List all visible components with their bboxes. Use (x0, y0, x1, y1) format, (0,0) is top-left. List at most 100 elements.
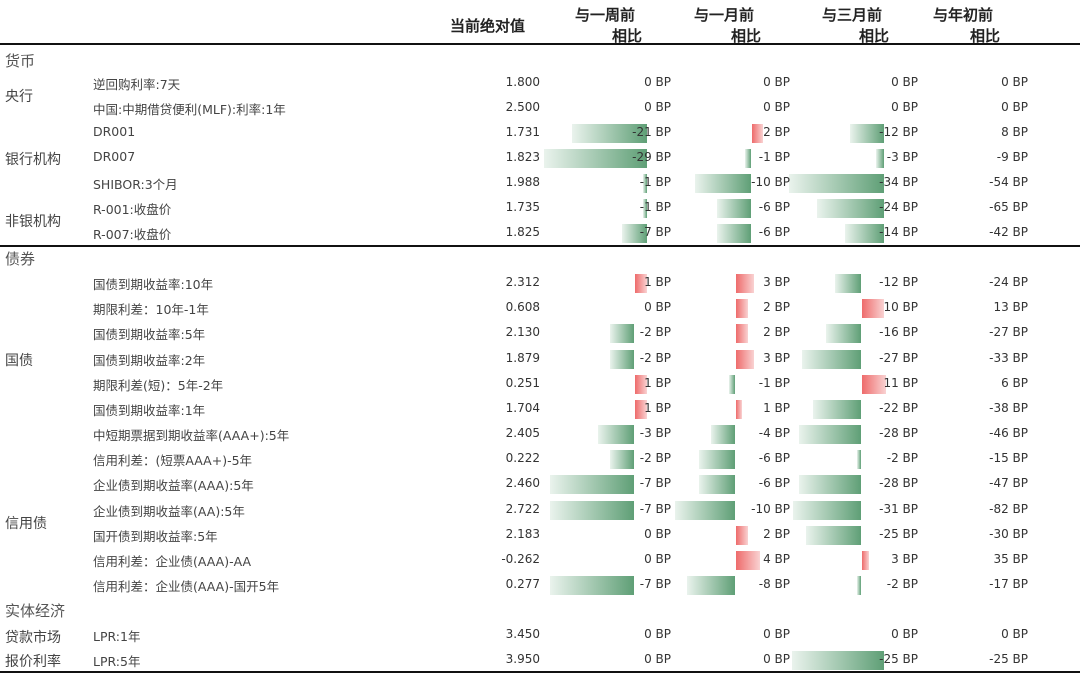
current-value: 2.722 (505, 501, 540, 516)
change-three-month: -34 BP (879, 175, 918, 189)
change-bar-month (687, 576, 735, 596)
row-label: SHIBOR:3个月 (93, 177, 178, 192)
change-month: 2 BP (763, 300, 790, 315)
change-week: 1 BP (644, 400, 671, 415)
change-month: 3 BP (763, 275, 790, 289)
change-month: 0 BP (763, 100, 790, 114)
row-label: 期限利差(短)：5年-2年 (93, 377, 224, 393)
change-bar-month (675, 500, 735, 520)
table-row (0, 648, 1080, 673)
change-week: -2 BP (639, 325, 671, 340)
change-month: -6 BP (758, 200, 790, 214)
current-value: 2.130 (505, 325, 540, 340)
group-label: 银行机构 (5, 152, 61, 168)
change-week: -7 BP (639, 476, 671, 491)
change-ytd: 8 BP (1001, 125, 1028, 139)
current-value: 2.405 (505, 426, 540, 441)
change-month: -4 BP (758, 426, 790, 441)
change-bar-three-month (788, 174, 884, 193)
change-week: 0 BP (644, 100, 671, 114)
change-bar-three-month (812, 399, 861, 419)
header-three-month-line2: 相比 (859, 27, 890, 45)
change-ytd: -82 BP (989, 501, 1028, 516)
change-ytd: -47 BP (989, 476, 1028, 491)
change-three-month: -31 BP (879, 501, 918, 516)
change-week: -7 BP (639, 225, 671, 239)
group-label: 非银机构 (5, 214, 61, 230)
change-bar-three-month (825, 324, 861, 344)
change-bar-month (717, 199, 751, 218)
change-month: -1 BP (758, 150, 790, 164)
current-value: 1.823 (505, 150, 540, 164)
change-three-month: -22 BP (879, 400, 918, 415)
change-bar-week (550, 475, 634, 495)
current-value: 1.800 (505, 75, 540, 89)
change-bar-three-month (844, 224, 884, 243)
change-bar-month (736, 324, 748, 344)
change-month: 0 BP (763, 652, 790, 666)
change-week: -2 BP (639, 350, 671, 365)
header-ytd-line1: 与年初前 (933, 6, 994, 24)
header-month-line2: 相比 (731, 27, 762, 45)
current-value: 3.950 (505, 652, 540, 666)
change-bar-week (598, 425, 634, 445)
change-week: 0 BP (644, 300, 671, 315)
change-ytd: -38 BP (989, 400, 1028, 415)
change-ytd: 0 BP (1001, 627, 1028, 641)
current-value: 0.277 (505, 577, 540, 592)
change-bar-week (635, 274, 647, 293)
header-divider (0, 43, 1080, 45)
header-three-month-line1: 与三月前 (822, 6, 883, 24)
change-bar-week (550, 576, 634, 596)
group-label: 贷款市场 (5, 630, 61, 646)
change-ytd: -15 BP (989, 451, 1028, 466)
change-week: 0 BP (644, 551, 671, 566)
change-bar-three-month (816, 199, 884, 218)
current-value: 2.500 (505, 100, 540, 114)
change-bar-week (635, 399, 647, 419)
change-three-month: -27 BP (879, 350, 918, 365)
change-bar-three-month (799, 425, 861, 445)
change-three-month: -28 BP (879, 476, 918, 491)
header-week-line1: 与一周前 (575, 6, 636, 24)
row-label: 期限利差：10年-1年 (93, 302, 209, 318)
change-ytd: -65 BP (989, 200, 1028, 214)
change-week: 0 BP (644, 627, 671, 641)
change-three-month: -3 BP (886, 150, 918, 164)
change-three-month: -12 BP (879, 275, 918, 289)
change-bar-week (572, 124, 647, 143)
current-value: 1.735 (505, 200, 540, 214)
change-ytd: 13 BP (993, 300, 1028, 315)
row-label: 国债到期收益率:2年 (93, 352, 206, 368)
change-three-month: 0 BP (891, 75, 918, 89)
change-week: 0 BP (644, 75, 671, 89)
change-ytd: -25 BP (989, 652, 1028, 666)
change-three-month: 0 BP (891, 100, 918, 114)
change-month: 2 BP (763, 125, 790, 139)
change-bar-three-month (799, 475, 861, 495)
change-bar-three-month (806, 525, 861, 545)
section-title: 实体经济 (5, 602, 66, 620)
change-month: -6 BP (758, 476, 790, 491)
change-bar-three-month (801, 349, 861, 369)
section-title: 债券 (5, 250, 36, 268)
row-label: 信用利差：企业债(AAA)-国开5年 (93, 579, 280, 595)
change-three-month: 3 BP (891, 551, 918, 566)
current-value: 0.222 (505, 451, 540, 466)
change-bar-month (736, 399, 742, 419)
change-ytd: -46 BP (989, 426, 1028, 441)
change-bar-three-month (834, 274, 861, 293)
change-bar-week (544, 149, 647, 168)
row-label: 信用利差：(短票AAA+)-5年 (93, 453, 253, 469)
change-ytd: 0 BP (1001, 75, 1028, 89)
table-row (0, 623, 1080, 648)
change-ytd: -54 BP (989, 175, 1028, 189)
change-bar-month (745, 149, 751, 168)
change-month: 2 BP (763, 325, 790, 340)
row-label: 信用利差：企业债(AAA)-AA (93, 553, 252, 569)
change-week: -29 BP (632, 150, 671, 164)
change-week: 1 BP (644, 275, 671, 289)
row-label: LPR:1年 (93, 629, 141, 644)
change-bar-week (610, 324, 634, 344)
change-bar-week (610, 450, 634, 470)
